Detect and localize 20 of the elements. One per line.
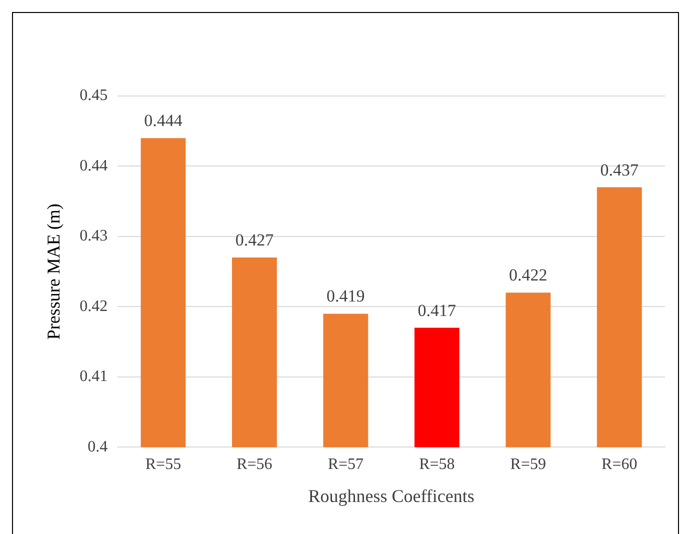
data-label: 0.427 [235,230,274,250]
y-tick-label: 0.4 [88,438,108,456]
y-tick-label: 0.41 [80,368,108,386]
x-tick-label: R=55 [145,456,182,474]
y-axis-title: Pressure MAE (m) [44,204,64,340]
x-tick-label: R=57 [328,456,364,474]
data-label: 0.417 [418,300,457,320]
data-label: 0.419 [326,286,365,306]
data-label: 0.422 [509,266,548,285]
data-label: 0.437 [600,160,640,180]
y-tick-label: 0.45 [80,87,108,104]
x-tick-label: R=59 [510,456,546,474]
y-tick-label: 0.43 [80,228,108,245]
x-tick-label: R=58 [419,456,455,474]
x-tick-label: R=56 [236,456,272,474]
y-tick-label: 0.44 [80,157,108,174]
x-axis-title: Roughness Coefficents [308,486,474,506]
x-tick-label: R=60 [602,456,638,474]
y-tick-label: 0.42 [80,298,108,315]
data-label: 0.444 [144,111,183,130]
